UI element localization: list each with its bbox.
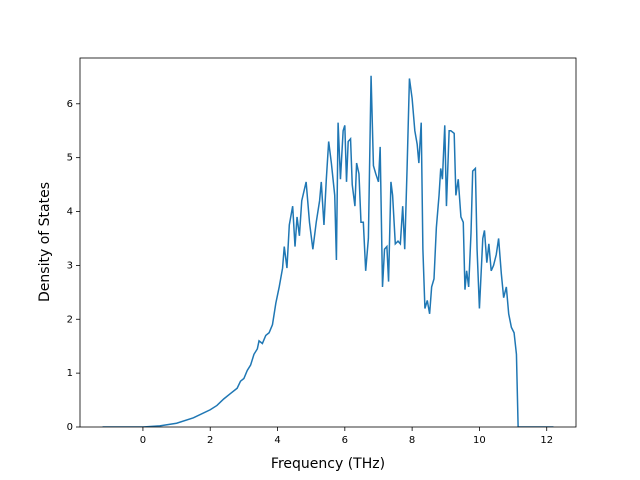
x-tick-label: 0 bbox=[140, 435, 146, 446]
y-tick-label: 2 bbox=[67, 314, 73, 325]
x-tick-label: 12 bbox=[540, 435, 553, 446]
x-tick-label: 8 bbox=[409, 435, 415, 446]
y-axis-label: Density of States bbox=[37, 182, 53, 302]
y-tick-label: 3 bbox=[67, 260, 73, 271]
x-tick-label: 4 bbox=[274, 435, 280, 446]
y-tick-label: 6 bbox=[67, 99, 73, 110]
y-tick-label: 5 bbox=[67, 153, 73, 164]
x-tick-label: 10 bbox=[473, 435, 486, 446]
y-tick-label: 1 bbox=[67, 368, 73, 379]
y-tick-label: 0 bbox=[67, 422, 73, 433]
x-tick-label: 2 bbox=[207, 435, 213, 446]
x-axis-label: Frequency (THz) bbox=[271, 456, 385, 472]
x-tick-label: 6 bbox=[342, 435, 348, 446]
plot-frame bbox=[79, 57, 577, 428]
line bbox=[102, 75, 554, 427]
y-tick-label: 4 bbox=[67, 207, 73, 218]
